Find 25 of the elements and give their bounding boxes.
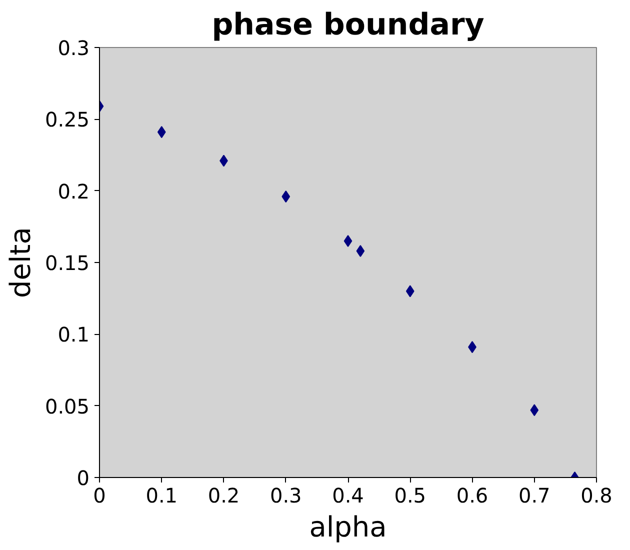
point xyxy=(282,190,290,203)
point xyxy=(344,235,352,247)
y-tick-label: 0.05 xyxy=(44,394,90,418)
y-tick-label: 0.1 xyxy=(58,322,90,347)
x-tick-label: 0.2 xyxy=(208,484,240,508)
point xyxy=(157,126,166,138)
point xyxy=(406,285,414,298)
x-tick-label: 0.5 xyxy=(394,484,426,508)
chart-title: phase boundary xyxy=(212,8,485,42)
x-tick-label: 0.1 xyxy=(146,484,178,508)
x-axis-title: alpha xyxy=(309,510,387,544)
y-tick-label: 0.3 xyxy=(58,36,90,60)
x-tick-label: 0 xyxy=(93,484,106,508)
x-tick-label: 0.4 xyxy=(332,484,364,508)
point xyxy=(356,245,365,258)
y-tick-label: 0.25 xyxy=(44,108,90,132)
x-tick-label: 0.7 xyxy=(518,484,550,508)
y-tick-label: 0 xyxy=(76,466,90,490)
x-tick-label: 0.6 xyxy=(456,484,488,508)
y-tick-label: 0.2 xyxy=(58,179,90,204)
point xyxy=(530,404,539,416)
y-axis-title: delta xyxy=(4,227,37,298)
y-tick-label: 0.15 xyxy=(44,251,90,275)
x-tick-label: 0.8 xyxy=(580,484,612,508)
x-tick-label: 0.3 xyxy=(270,484,302,508)
